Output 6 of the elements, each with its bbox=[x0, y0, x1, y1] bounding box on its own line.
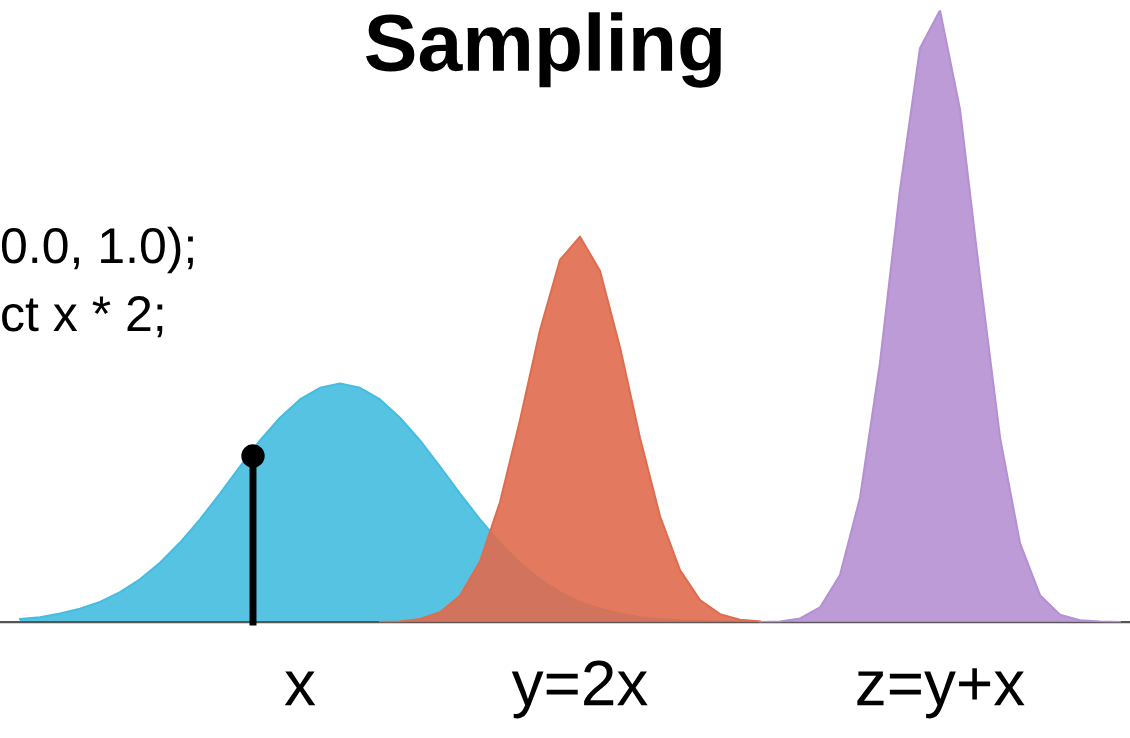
series-label: y=2x bbox=[511, 660, 648, 719]
chart-title: Sampling bbox=[366, 12, 721, 88]
annotation: 0.0, 1.0); bbox=[1, 226, 193, 274]
annotation: ct x * 2; bbox=[2, 296, 163, 338]
series-label: x bbox=[284, 671, 316, 706]
series-label: z=y+x bbox=[857, 668, 1025, 719]
